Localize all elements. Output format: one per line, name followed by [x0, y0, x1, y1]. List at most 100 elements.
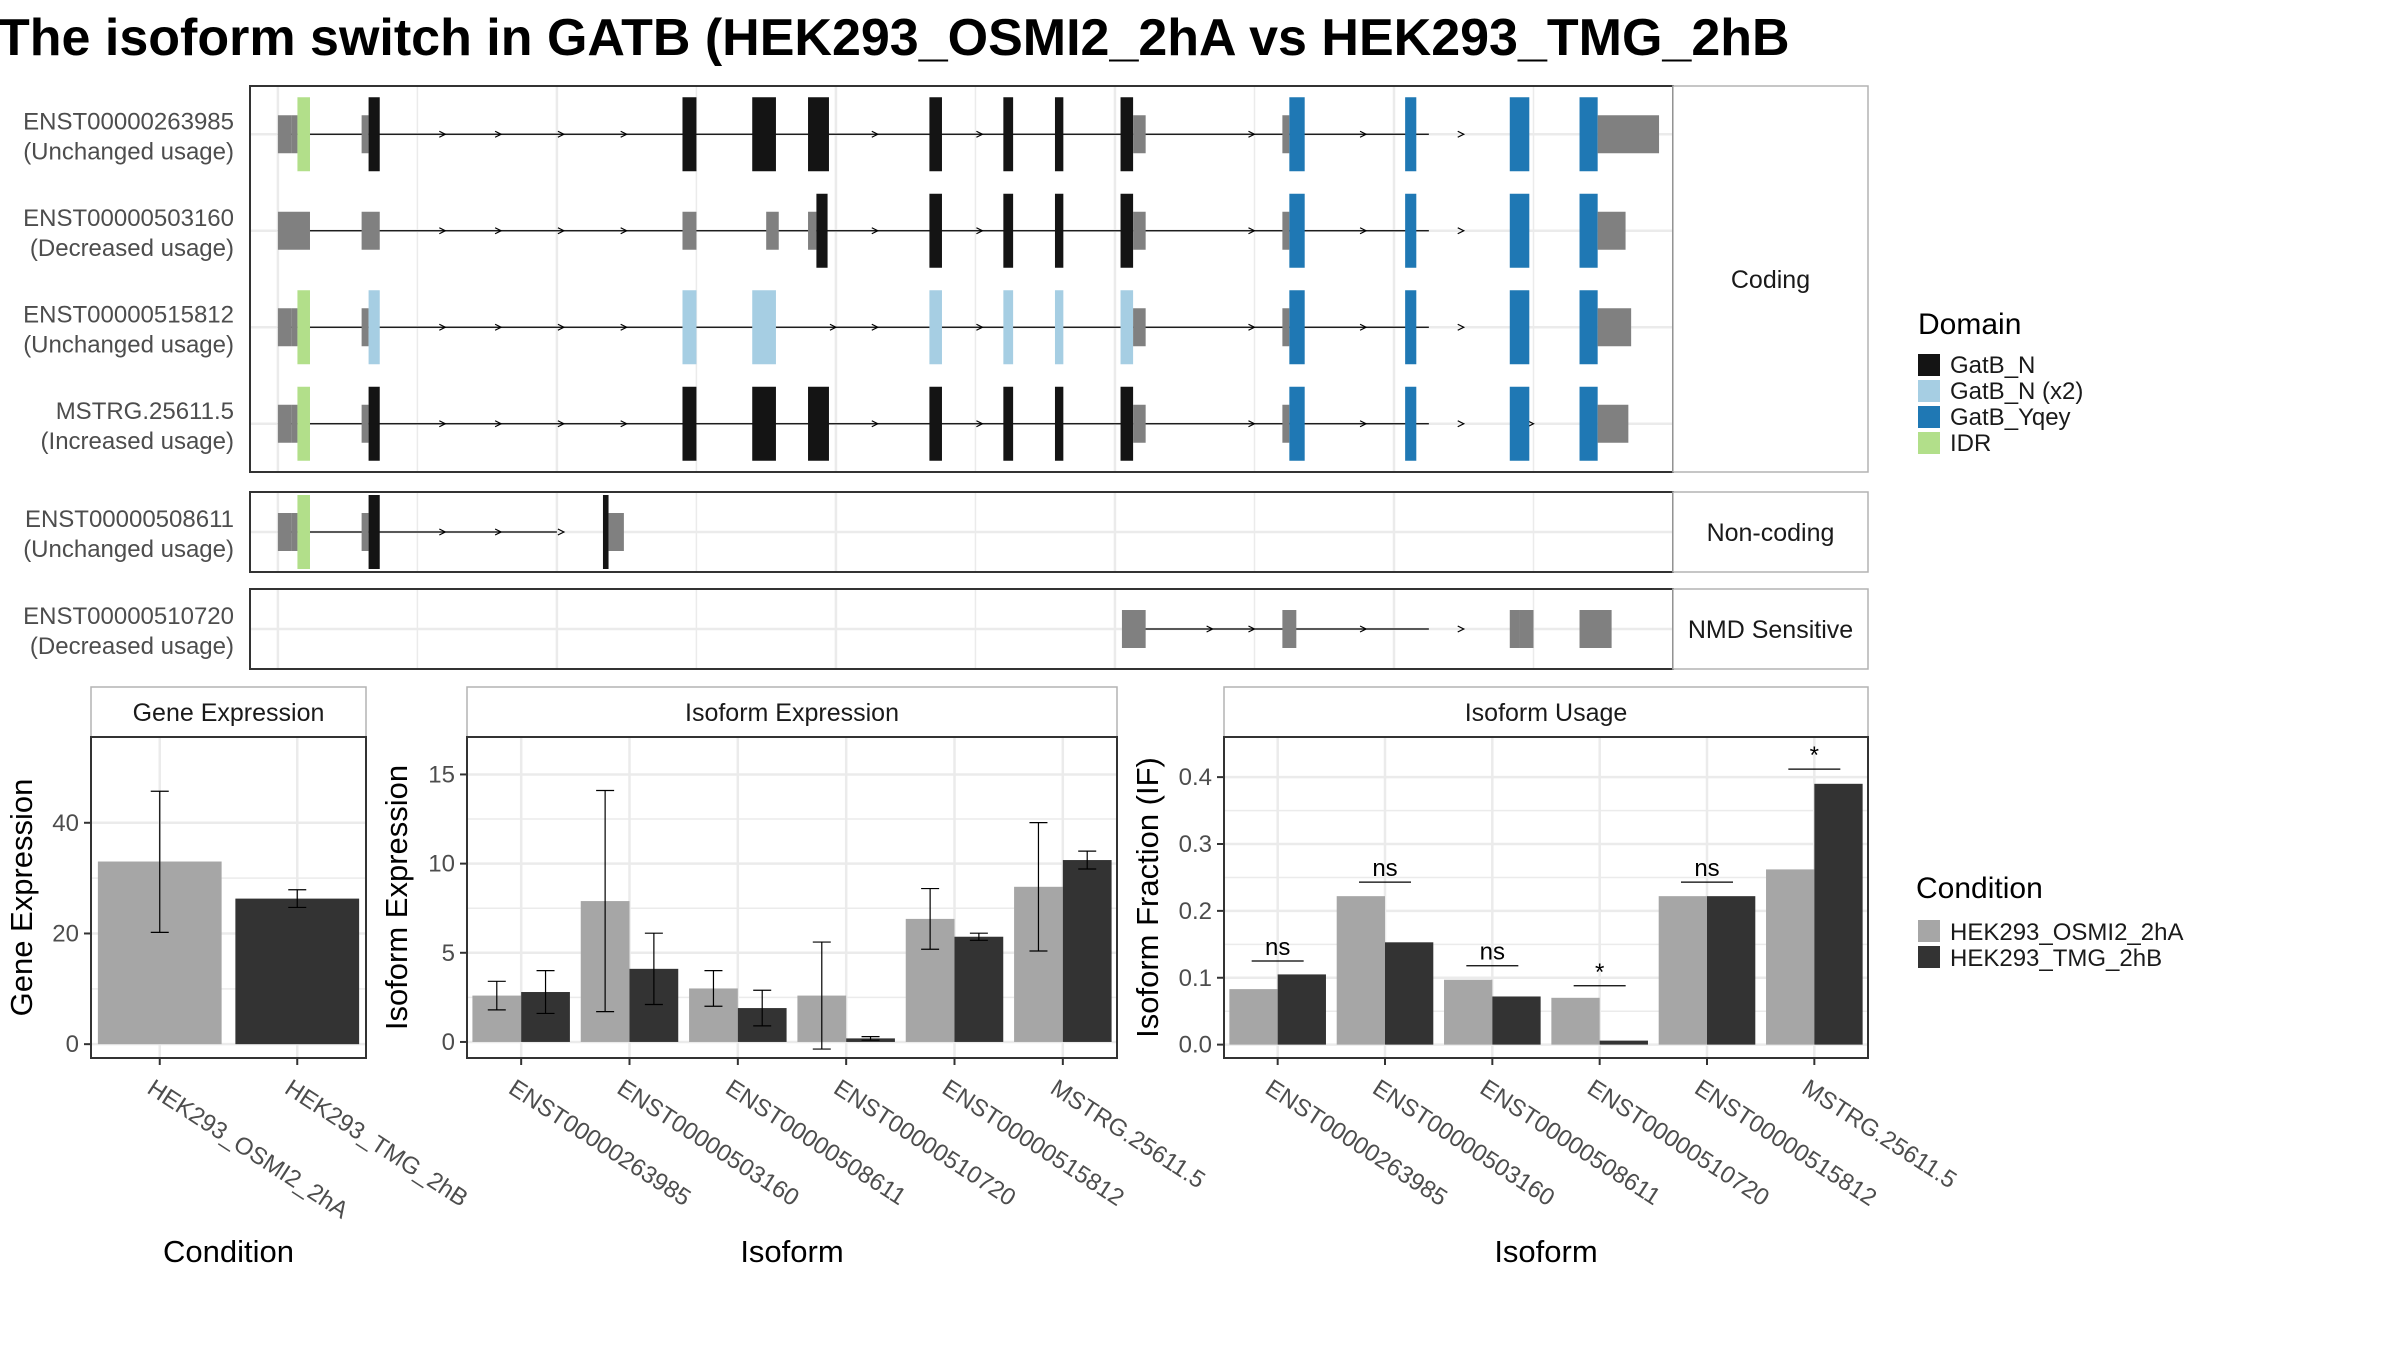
exon-mstrg-25611-5-10	[1054, 386, 1064, 461]
strand-arrow-enst00000503160	[439, 227, 447, 235]
isoform-usage-significance-label: *	[1595, 959, 1604, 986]
exon-enst00000263985-14	[1289, 97, 1305, 172]
isoform-usage-x-tick-label: ENST00000508611	[1475, 1074, 1665, 1211]
strand-arrow-mstrg-25611-5	[557, 420, 566, 428]
strand-arrow-enst00000263985	[871, 130, 880, 138]
strand-arrow-enst00000503160	[871, 227, 880, 235]
strand-arrow-enst00000263985	[557, 130, 566, 138]
isoform-expression-x-tick-label: ENST00000508611	[721, 1074, 911, 1211]
gene-expression-panel-border	[90, 736, 367, 1059]
domain-legend-key-gatb-n	[1918, 354, 1940, 376]
condition-legend-label-tmg: HEK293_TMG_2hB	[1950, 945, 2162, 972]
exon-mstrg-25611-5-3	[361, 404, 369, 443]
strand-arrow-enst00000515812	[1457, 323, 1466, 331]
exon-enst00000263985-15	[1405, 97, 1417, 172]
strand-arrow-enst00000510720	[1248, 625, 1256, 633]
domain-legend-label-idr: IDR	[1950, 430, 1991, 457]
strand-arrow-enst00000503160	[620, 227, 629, 235]
facet-label-coding: Coding	[1731, 266, 1810, 294]
exon-mstrg-25611-5-2	[297, 386, 310, 461]
exon-enst00000503160-5	[816, 193, 828, 268]
gene-expression-y-tick-label: 20	[52, 920, 79, 947]
strand-arrow-enst00000515812	[871, 323, 880, 331]
exon-enst00000515812-4	[368, 290, 380, 365]
strand-arrow-enst00000510720	[1359, 625, 1368, 633]
transcript-usage-enst00000508611: (Unchanged usage)	[23, 536, 234, 563]
isoform-usage-x-tick-label: ENST00000510720	[1582, 1074, 1774, 1211]
isoform-expression-bar-enst00000515812-1	[954, 936, 1004, 1042]
isoform-expression-x-tick-label: ENST00000263985	[504, 1074, 696, 1211]
isoform-usage-significance-label: *	[1810, 742, 1819, 769]
exon-enst00000503160-3	[766, 211, 779, 250]
domain-legend-label-gatb-n: GatB_N	[1950, 352, 2035, 379]
strand-arrow-enst00000515812	[494, 323, 503, 331]
strand-arrow-mstrg-25611-5	[1248, 420, 1256, 428]
facet-label-non-coding: Non-coding	[1707, 519, 1835, 547]
strand-arrow-enst00000503160	[494, 227, 503, 235]
exon-enst00000515812-0	[277, 308, 292, 347]
strand-arrow-enst00000263985	[494, 130, 503, 138]
gene-expression-y-axis-title: Gene Expression	[4, 779, 39, 1017]
strand-arrow-mstrg-25611-5	[439, 420, 447, 428]
exon-enst00000263985-18	[1597, 115, 1660, 154]
isoform-usage-y-axis-title: Isoform Fraction (IF)	[1130, 757, 1165, 1038]
exon-mstrg-25611-5-17	[1579, 386, 1598, 461]
isoform-usage-bar-enst00000503160-1	[1385, 942, 1434, 1045]
isoform-usage-y-tick-label: 0.2	[1179, 898, 1212, 925]
isoform-usage-bar-enst00000503160-0	[1336, 896, 1385, 1045]
isoform-expression-x-tick-label: ENST00000503160	[612, 1074, 804, 1211]
gene-expression-strip	[90, 686, 367, 738]
exon-enst00000508611-2	[297, 495, 310, 569]
exon-enst00000503160-12	[1289, 193, 1305, 268]
exon-mstrg-25611-5-7	[808, 386, 829, 461]
exon-enst00000515812-7	[929, 290, 942, 365]
isoform-usage-x-axis-title: Isoform	[1494, 1234, 1597, 1269]
exon-enst00000515812-15	[1509, 290, 1530, 365]
exon-enst00000515812-5	[682, 290, 697, 365]
exon-enst00000503160-9	[1120, 193, 1134, 268]
strand-arrow-enst00000503160	[1248, 227, 1256, 235]
isoform-usage-panel-title: Isoform Usage	[1465, 699, 1628, 727]
transcript-id-enst00000515812: ENST00000515812	[23, 301, 234, 328]
exon-enst00000503160-15	[1579, 193, 1598, 268]
exon-enst00000515812-2	[297, 290, 310, 365]
domain-legend-key-idr	[1918, 432, 1940, 454]
exon-enst00000510720-1	[1282, 610, 1297, 648]
gene-expression-panel-title: Gene Expression	[133, 699, 325, 727]
isoform-expression-x-tick-label: ENST00000510720	[829, 1074, 1021, 1211]
facet-strip-coding	[1672, 85, 1869, 473]
exon-enst00000508611-4	[368, 495, 380, 569]
exon-enst00000263985-13	[1282, 115, 1290, 154]
exon-mstrg-25611-5-13	[1282, 404, 1290, 443]
exon-enst00000503160-2	[682, 211, 697, 250]
gene-expression-bar-hek293-tmg-2hb-0	[235, 898, 360, 1045]
strand-arrow-enst00000503160	[1457, 227, 1466, 235]
condition-legend-key-tmg	[1918, 946, 1940, 968]
exon-enst00000515812-13	[1289, 290, 1305, 365]
strand-arrow-enst00000263985	[976, 130, 984, 138]
exon-enst00000510720-3	[1519, 610, 1534, 648]
gene-expression-y-tick-label: 0	[66, 1031, 79, 1058]
strand-arrow-enst00000263985	[1248, 130, 1256, 138]
exon-enst00000515812-14	[1405, 290, 1417, 365]
exon-mstrg-25611-5-12	[1133, 404, 1146, 443]
exon-mstrg-25611-5-0	[277, 404, 292, 443]
transcript-usage-enst00000263985: (Unchanged usage)	[23, 138, 234, 165]
isoform-usage-bar-enst00000508611-0	[1444, 979, 1493, 1045]
exon-mstrg-25611-5-18	[1597, 404, 1629, 443]
transcript-id-enst00000503160: ENST00000503160	[23, 205, 234, 232]
isoform-usage-significance-label: ns	[1480, 939, 1505, 966]
exon-enst00000503160-13	[1405, 193, 1417, 268]
exon-enst00000508611-3	[361, 513, 369, 551]
exon-enst00000508611-5	[602, 495, 609, 569]
isoform-usage-significance-label: ns	[1372, 855, 1397, 882]
exon-enst00000515812-12	[1282, 308, 1290, 347]
exon-enst00000515812-17	[1597, 308, 1632, 347]
strand-arrow-enst00000515812	[620, 323, 629, 331]
isoform-expression-panel-title: Isoform Expression	[685, 699, 899, 727]
exon-enst00000510720-0	[1121, 610, 1146, 648]
exon-enst00000503160-14	[1509, 193, 1530, 268]
isoform-usage-bar-mstrg-25611-5-1	[1814, 783, 1863, 1045]
strand-arrow-mstrg-25611-5	[494, 420, 503, 428]
gene-expression-x-axis-title: Condition	[163, 1234, 294, 1269]
